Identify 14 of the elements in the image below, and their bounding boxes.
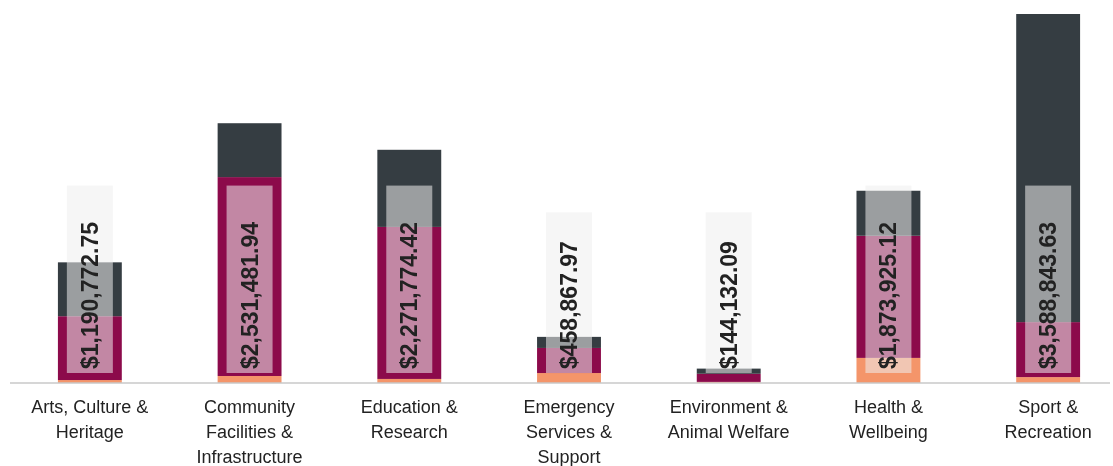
annotation: $2,531,481.94 <box>236 221 263 369</box>
x-tick-label: Arts, Culture & Heritage <box>31 397 149 442</box>
annotation: $144,132.09 <box>715 241 742 369</box>
x-tick-label: Emergency Services & Support <box>523 397 615 466</box>
annotation: $3,588,843.63 <box>1035 221 1062 369</box>
x-tick-label: Sport & Recreation <box>1004 397 1092 442</box>
x-tick-label: Community Facilities & Infrastructure <box>196 397 303 466</box>
annotation: $1,190,772.75 <box>76 221 103 369</box>
annotation: $2,271,774.42 <box>396 221 423 369</box>
annotation: $1,873,925.12 <box>875 221 902 369</box>
x-tick-label: Education & Research <box>360 397 458 442</box>
annotation: $458,867.97 <box>556 241 582 369</box>
x-tick-label: Health & Wellbeing <box>849 397 928 442</box>
x-tick-label: Environment & Animal Welfare <box>667 397 790 442</box>
